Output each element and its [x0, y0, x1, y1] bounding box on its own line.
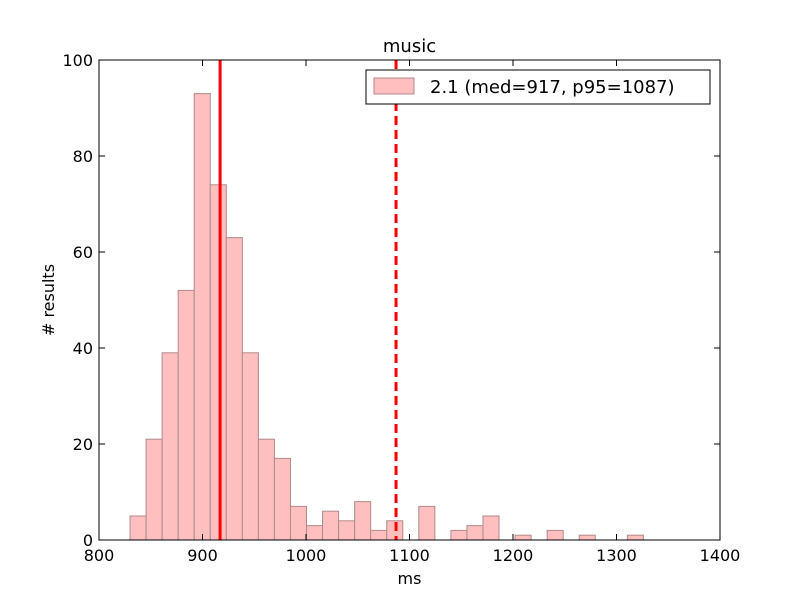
- histogram-bar: [450, 529, 468, 541]
- histogram-bar: [145, 438, 163, 541]
- reference-lines-layer: [218, 60, 398, 540]
- x-axis-label: ms: [398, 569, 422, 588]
- histogram-bar: [209, 184, 227, 541]
- x-tick-label: 1200: [493, 546, 534, 565]
- histogram-bar: [306, 525, 324, 541]
- y-tick-label: 100: [62, 51, 93, 70]
- x-tick-label: 900: [187, 546, 218, 565]
- histogram-bar: [289, 505, 308, 541]
- y-tick-label: 0: [83, 531, 93, 550]
- histogram-bar: [257, 438, 275, 541]
- x-tick-label: 800: [84, 546, 115, 565]
- histogram-bar: [322, 510, 340, 541]
- x-tick-label: 1300: [596, 546, 637, 565]
- histogram-bar: [161, 352, 179, 541]
- legend-swatch: [373, 77, 415, 95]
- histogram-bar: [273, 457, 291, 541]
- chart-title: music: [383, 36, 436, 57]
- x-tick-label: 1100: [389, 546, 430, 565]
- histogram-bar: [225, 237, 243, 541]
- histogram-bar: [177, 289, 195, 541]
- y-tick-label: 80: [73, 147, 93, 166]
- histogram-bar: [482, 515, 500, 541]
- legend-label: 2.1 (med=917, p95=1087): [430, 77, 675, 98]
- x-tick-label: 1400: [700, 546, 741, 565]
- histogram-bar: [514, 534, 532, 541]
- histogram-bar: [241, 352, 259, 541]
- histogram-bar: [626, 534, 644, 541]
- x-tick-label: 1000: [286, 546, 327, 565]
- histogram-bar: [129, 515, 147, 541]
- y-axis-label: # results: [39, 264, 58, 336]
- y-tick-label: 60: [73, 243, 93, 262]
- histogram-bar: [370, 529, 388, 541]
- y-tick-label: 40: [73, 339, 93, 358]
- histogram-bar: [546, 529, 564, 541]
- histogram-bar: [338, 520, 356, 541]
- histogram-bar: [578, 534, 596, 541]
- y-tick-label: 20: [73, 435, 93, 454]
- legend: 2.1 (med=917, p95=1087): [365, 69, 711, 105]
- histogram-bar: [466, 525, 484, 541]
- histogram-bar: [193, 93, 211, 541]
- ticks-layer: 800 900 1000 1100 1200 1300 1400 0 20 40 60 80 100: [62, 51, 740, 565]
- legend-box: [365, 69, 711, 105]
- bars-layer: [129, 93, 644, 541]
- histogram-bar: [354, 501, 372, 541]
- histogram-bar: [418, 505, 436, 541]
